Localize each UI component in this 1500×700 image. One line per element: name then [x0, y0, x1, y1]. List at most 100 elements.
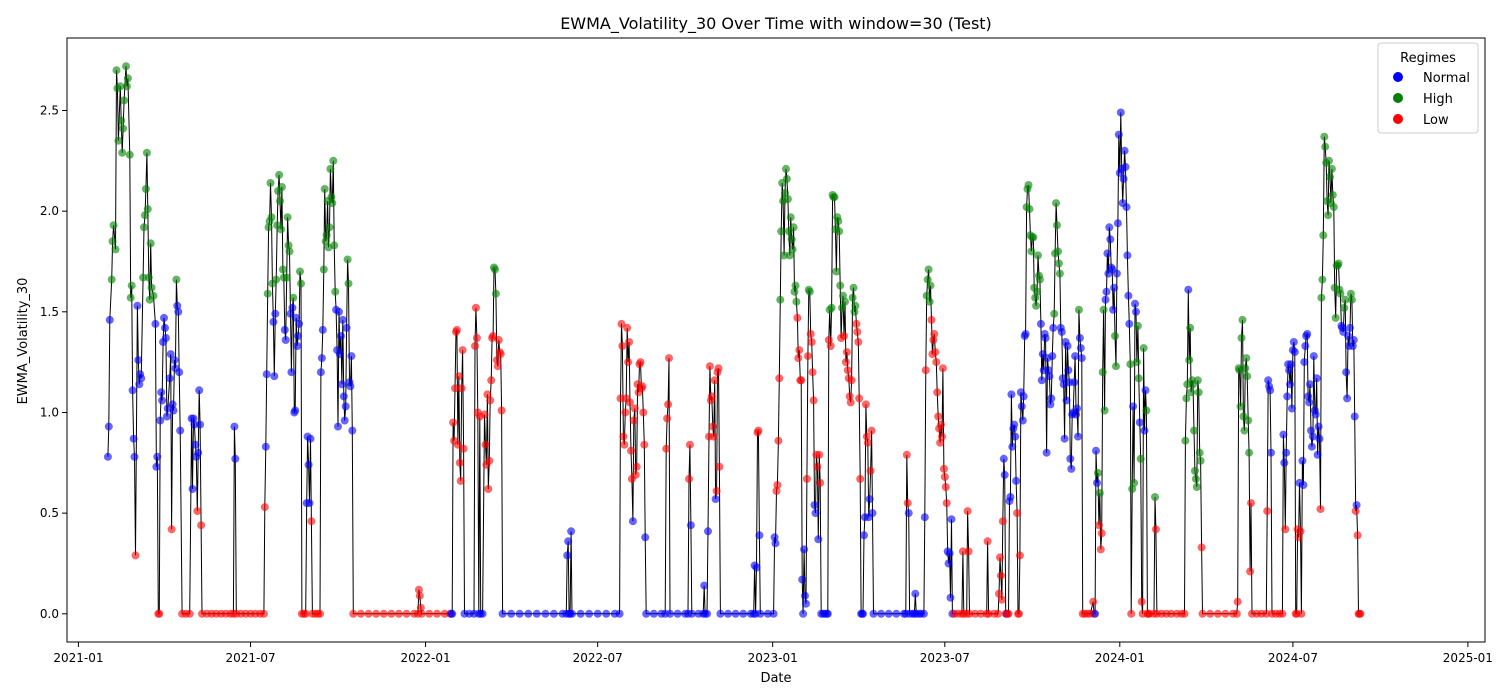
data-point-normal	[1348, 342, 1357, 350]
data-point-high	[328, 199, 337, 208]
data-point-normal	[1073, 404, 1081, 413]
data-point-normal	[1350, 412, 1359, 421]
data-point-high	[1346, 289, 1355, 298]
data-point-low	[1316, 505, 1325, 514]
data-point-high	[107, 275, 116, 284]
data-point-low	[813, 462, 822, 471]
data-point-low	[816, 478, 825, 487]
data-point-normal	[763, 609, 772, 618]
data-point-normal	[769, 609, 778, 618]
data-point-high	[1194, 388, 1203, 397]
data-point-normal	[1019, 392, 1028, 401]
data-point-low	[855, 394, 864, 403]
data-point-high	[850, 307, 859, 316]
data-point-normal	[811, 509, 820, 518]
data-point-high	[838, 303, 847, 312]
data-point-low	[483, 390, 492, 399]
data-point-normal	[173, 301, 182, 310]
data-point-high	[283, 213, 292, 222]
data-point-normal	[293, 342, 302, 350]
data-point-normal	[1012, 476, 1021, 485]
data-point-high	[322, 231, 331, 240]
data-point-normal	[673, 609, 682, 618]
data-point-low	[803, 352, 812, 361]
data-point-normal	[1287, 360, 1295, 369]
data-point-low	[155, 609, 164, 618]
data-point-normal	[261, 442, 270, 451]
data-point-normal	[161, 334, 170, 342]
data-point-normal	[160, 313, 168, 322]
data-point-low	[963, 507, 972, 516]
data-point-low	[1094, 521, 1103, 530]
data-point-normal	[151, 319, 160, 328]
data-point-high	[142, 148, 151, 157]
data-point-normal	[286, 309, 295, 318]
data-point-low	[846, 398, 855, 407]
data-point-normal	[1092, 446, 1100, 455]
data-point-normal	[1072, 410, 1081, 419]
data-point-low	[1221, 609, 1230, 618]
data-point-normal	[1298, 456, 1307, 465]
data-point-normal	[823, 609, 832, 618]
data-point-normal	[294, 332, 303, 340]
data-point-normal	[1344, 332, 1353, 340]
data-point-normal	[1289, 338, 1298, 346]
data-point-low	[862, 432, 871, 441]
data-point-low	[1213, 609, 1222, 618]
data-point-normal	[1106, 235, 1115, 244]
data-point-normal	[316, 368, 325, 377]
data-point-high	[118, 148, 127, 157]
data-point-normal	[292, 313, 301, 322]
data-point-high	[1126, 360, 1135, 369]
x-tick-label: 2021-07	[225, 651, 275, 665]
data-point-normal	[342, 323, 351, 332]
data-point-normal	[339, 392, 348, 401]
data-point-low	[996, 571, 1005, 580]
data-point-high	[491, 289, 500, 298]
data-point-high	[849, 283, 858, 292]
data-point-low	[705, 362, 714, 371]
data-point-low	[440, 609, 449, 618]
x-axis: 2021-01 2021-07 2022-01 2022-07 2023-01 2023-…	[53, 642, 1493, 665]
data-point-low	[415, 591, 424, 600]
data-point-low	[994, 609, 1003, 618]
data-point-normal	[1307, 426, 1315, 435]
data-point-high	[805, 287, 814, 296]
data-point-normal	[348, 426, 357, 435]
data-point-low	[710, 376, 719, 385]
data-point-normal	[814, 535, 823, 544]
y-tick-label: 0.5	[40, 506, 59, 520]
data-point-low	[486, 396, 495, 405]
data-point-low	[259, 609, 268, 618]
x-axis-label: Date	[760, 671, 791, 686]
data-point-high	[1134, 374, 1143, 383]
data-point-low	[941, 483, 950, 491]
data-point-high	[1341, 295, 1350, 304]
data-point-low	[866, 466, 875, 475]
data-point-high	[276, 197, 284, 206]
x-tick-label: 2022-01	[400, 651, 450, 665]
data-point-normal	[1283, 392, 1292, 401]
data-point-high	[331, 287, 340, 296]
data-point-low	[1278, 609, 1287, 618]
data-point-high	[344, 279, 353, 288]
data-point-normal	[1141, 386, 1150, 395]
data-point-low	[167, 525, 176, 534]
data-point-high	[146, 239, 155, 248]
data-point-low	[1206, 609, 1215, 618]
data-point-normal	[724, 609, 732, 618]
data-point-normal	[175, 368, 184, 377]
data-point-normal	[128, 386, 137, 395]
data-point-low	[629, 416, 638, 425]
data-point-normal	[165, 374, 174, 383]
data-point-low	[452, 325, 461, 334]
data-point-low	[485, 456, 494, 465]
data-point-low	[995, 589, 1003, 598]
data-point-normal	[1109, 305, 1118, 314]
data-point-low	[1294, 533, 1303, 542]
data-point-normal	[585, 609, 594, 618]
data-point-normal	[156, 416, 165, 425]
data-point-normal	[153, 452, 162, 461]
data-point-normal	[1071, 352, 1080, 361]
data-point-normal	[347, 352, 356, 361]
